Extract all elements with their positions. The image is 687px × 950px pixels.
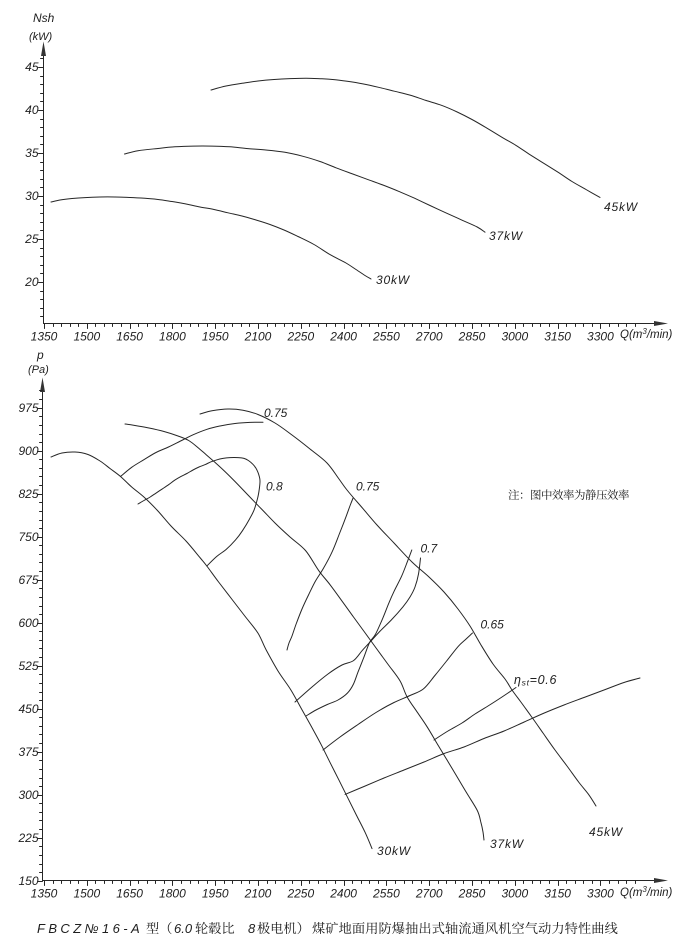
svg-text:Q(m3/min): Q(m3/min)	[620, 327, 673, 341]
svg-text:(kW): (kW)	[29, 31, 53, 43]
svg-text:450: 450	[18, 702, 38, 716]
svg-text:3300: 3300	[587, 330, 614, 344]
svg-text:0.8: 0.8	[266, 480, 283, 494]
svg-text:1800: 1800	[159, 330, 186, 344]
svg-text:3150: 3150	[544, 887, 571, 901]
svg-text:25: 25	[24, 232, 39, 246]
svg-text:3150: 3150	[544, 330, 571, 344]
svg-text:1500: 1500	[73, 887, 100, 901]
svg-text:1350: 1350	[31, 887, 58, 901]
svg-text:2550: 2550	[372, 887, 400, 901]
svg-text:30: 30	[25, 189, 39, 203]
svg-text:1650: 1650	[116, 887, 143, 901]
svg-text:3300: 3300	[587, 887, 614, 901]
svg-text:30kW: 30kW	[376, 273, 411, 287]
svg-text:2700: 2700	[415, 330, 443, 344]
svg-text:p: p	[36, 348, 44, 362]
svg-text:2700: 2700	[415, 887, 443, 901]
svg-text:(Pa): (Pa)	[28, 364, 49, 376]
svg-text:975: 975	[18, 401, 38, 415]
svg-text:825: 825	[18, 487, 38, 501]
svg-text:525: 525	[18, 659, 38, 673]
svg-text:225: 225	[17, 831, 38, 845]
svg-text:35: 35	[25, 146, 39, 160]
svg-text:1500: 1500	[73, 330, 100, 344]
svg-text:FBCZ№16-A: FBCZ№16-A	[37, 921, 143, 936]
svg-text:20: 20	[24, 275, 39, 289]
svg-text:1350: 1350	[31, 330, 58, 344]
svg-text:375: 375	[18, 745, 38, 759]
svg-text:600: 600	[18, 616, 38, 630]
svg-text:2100: 2100	[244, 330, 272, 344]
svg-text:8: 8	[248, 921, 256, 936]
svg-text:1950: 1950	[202, 887, 229, 901]
svg-text:2100: 2100	[244, 887, 272, 901]
svg-text:6.0: 6.0	[174, 921, 193, 936]
svg-text:0.75: 0.75	[356, 480, 380, 494]
svg-text:1950: 1950	[202, 330, 229, 344]
svg-text:675: 675	[18, 573, 38, 587]
svg-text:150: 150	[18, 874, 38, 888]
svg-text:2400: 2400	[329, 887, 357, 901]
svg-text:2550: 2550	[372, 330, 400, 344]
svg-text:ηst=0.6: ηst=0.6	[514, 673, 557, 688]
svg-text:2250: 2250	[286, 330, 314, 344]
svg-text:750: 750	[18, 530, 38, 544]
svg-text:3000: 3000	[501, 330, 528, 344]
svg-text:0.7: 0.7	[421, 542, 439, 556]
svg-text:Nsh: Nsh	[33, 11, 55, 25]
svg-text:2850: 2850	[458, 887, 486, 901]
svg-text:300: 300	[18, 788, 38, 802]
svg-text:3000: 3000	[501, 887, 528, 901]
svg-text:0.65: 0.65	[481, 618, 505, 632]
svg-text:Q(m3/min): Q(m3/min)	[620, 885, 673, 899]
svg-text:1650: 1650	[116, 330, 143, 344]
svg-text:45: 45	[25, 60, 39, 74]
svg-text:900: 900	[18, 444, 38, 458]
svg-text:37kW: 37kW	[490, 837, 525, 851]
svg-text:30kW: 30kW	[377, 844, 412, 858]
svg-text:37kW: 37kW	[489, 229, 524, 243]
svg-text:2400: 2400	[329, 330, 357, 344]
svg-text:45kW: 45kW	[589, 825, 624, 839]
svg-text:40: 40	[25, 103, 39, 117]
svg-text:2850: 2850	[458, 330, 486, 344]
svg-text:2250: 2250	[286, 887, 314, 901]
svg-text:0.75: 0.75	[264, 406, 288, 420]
svg-text:1800: 1800	[159, 887, 186, 901]
svg-text:45kW: 45kW	[604, 200, 639, 214]
